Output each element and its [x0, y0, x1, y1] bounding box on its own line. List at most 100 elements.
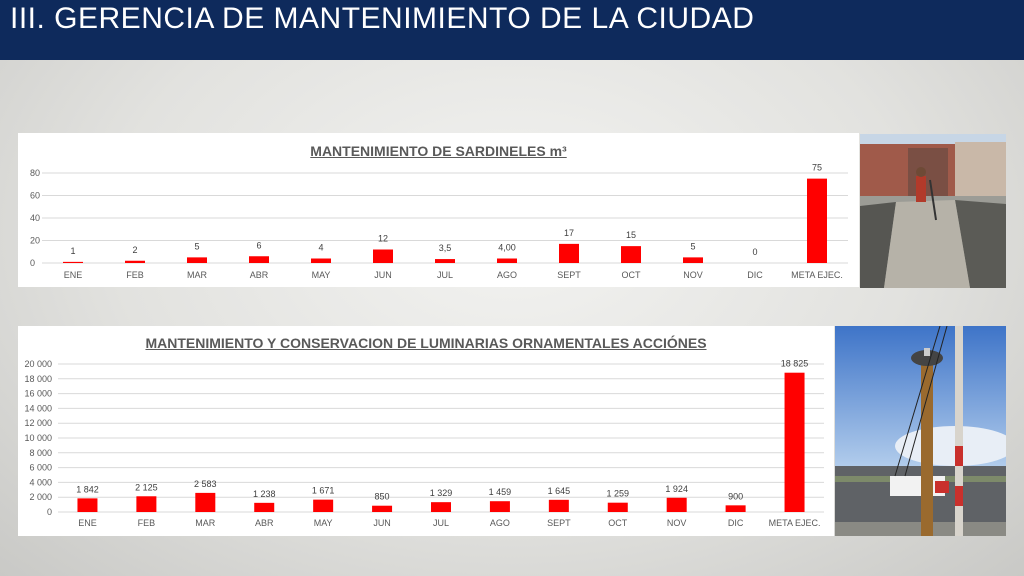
data-label: 1 924: [665, 484, 688, 494]
chart-title-sardineles: MANTENIMIENTO DE SARDINELES m³: [310, 143, 567, 159]
x-tick-label: DIC: [747, 270, 763, 280]
bar: [372, 505, 393, 512]
data-label: 1 645: [548, 486, 571, 496]
y-tick-label: 2 000: [29, 492, 52, 502]
chart-panel-sardineles: 0 20 40 60 80 1 ENE 2 FEB 5 MAR 6 ABR 4 MAY 12 JUN 3,5 JUL…: [18, 133, 859, 287]
x-tick-label: NOV: [667, 518, 687, 528]
bar: [435, 259, 455, 263]
x-tick-label: AGO: [490, 518, 510, 528]
x-tick-label: DIC: [728, 518, 744, 528]
x-tick-label: MAR: [187, 270, 208, 280]
data-label: 2 583: [194, 479, 217, 489]
x-tick-label: SEPT: [547, 518, 571, 528]
bar: [725, 505, 746, 512]
data-label: 2: [132, 245, 137, 255]
bar: [548, 499, 569, 512]
bar: [195, 492, 216, 512]
bar: [187, 257, 207, 263]
data-label: 1 259: [607, 489, 630, 499]
bar: [559, 243, 579, 263]
data-label: 2 125: [135, 482, 158, 492]
data-label: 18 825: [781, 359, 809, 369]
x-tick-label: META EJEC.: [791, 270, 843, 280]
bar: [683, 257, 703, 263]
x-tick-label: JUN: [374, 270, 392, 280]
x-tick-label: ENE: [78, 518, 97, 528]
data-label: 3,5: [439, 243, 452, 253]
bar: [77, 498, 98, 512]
y-tick-label: 12 000: [24, 418, 52, 428]
y-tick-label: 10 000: [24, 433, 52, 443]
bar: [254, 502, 275, 512]
y-tick-label: 8 000: [29, 448, 52, 458]
data-label: 1 238: [253, 489, 276, 499]
chart-panel-luminarias: 0 2 000 4 000 6 000 8 000 10 000 12 000 14 000 1…: [18, 326, 834, 536]
data-label: 4,00: [498, 243, 516, 253]
bar: [125, 260, 145, 263]
x-tick-label: ABR: [255, 518, 274, 528]
y-tick-label: 6 000: [29, 463, 52, 473]
x-tick-label: META EJEC.: [769, 518, 821, 528]
y-tick-label: 0: [30, 258, 35, 268]
x-tick-label: JUN: [373, 518, 391, 528]
y-tick-label: 16 000: [24, 389, 52, 399]
data-label: 17: [564, 228, 574, 238]
bar: [666, 497, 687, 512]
x-tick-label: MAY: [314, 518, 333, 528]
data-label: 1 671: [312, 486, 335, 496]
chart-title-luminarias: MANTENIMIENTO Y CONSERVACION DE LUMINARI…: [145, 335, 707, 351]
x-tick-label: OCT: [608, 518, 628, 528]
data-label: 850: [375, 492, 390, 502]
data-label: 1 459: [489, 487, 512, 497]
y-tick-label: 20: [30, 236, 40, 246]
bar: [313, 499, 334, 512]
y-tick-label: 18 000: [24, 374, 52, 384]
bar: [431, 502, 451, 512]
bar: [311, 258, 331, 263]
bar: [621, 246, 641, 263]
photo-sardineles: [860, 134, 1006, 288]
x-tick-label: ABR: [250, 270, 269, 280]
page-title: III. GERENCIA DE MANTENIMIENTO DE LA CIU…: [10, 2, 755, 35]
bar: [63, 261, 83, 263]
data-label: 0: [752, 247, 757, 257]
data-label: 1: [70, 246, 75, 256]
chart-luminarias: 0 2 000 4 000 6 000 8 000 10 000 12 000 14 000 1…: [24, 359, 824, 528]
bar: [784, 372, 805, 512]
y-tick-label: 4 000: [29, 477, 52, 487]
bar: [807, 178, 827, 263]
y-tick-label: 20 000: [24, 359, 52, 369]
y-tick-label: 80: [30, 168, 40, 178]
data-label: 15: [626, 230, 636, 240]
x-tick-label: OCT: [622, 270, 642, 280]
x-tick-label: NOV: [683, 270, 703, 280]
data-label: 4: [318, 243, 323, 253]
x-tick-label: JUL: [437, 270, 453, 280]
data-label: 12: [378, 234, 388, 244]
x-tick-label: JUL: [433, 518, 449, 528]
bar: [249, 256, 269, 263]
bar: [373, 249, 393, 263]
bar: [489, 501, 510, 512]
x-tick-label: MAY: [312, 270, 331, 280]
y-tick-label: 14 000: [24, 403, 52, 413]
data-label: 75: [812, 163, 822, 173]
x-tick-label: SEPT: [557, 270, 581, 280]
photo-luminarias: [835, 326, 1006, 536]
x-tick-label: MAR: [195, 518, 216, 528]
x-tick-label: AGO: [497, 270, 517, 280]
bar: [607, 502, 628, 512]
bar: [136, 496, 157, 512]
bar: [497, 258, 517, 263]
data-label: 6: [256, 240, 261, 250]
x-tick-label: FEB: [126, 270, 144, 280]
data-label: 5: [194, 241, 199, 251]
x-tick-label: ENE: [64, 270, 83, 280]
y-tick-label: 60: [30, 191, 40, 201]
header-bar: III. GERENCIA DE MANTENIMIENTO DE LA CIU…: [0, 0, 1024, 60]
data-label: 1 842: [76, 484, 99, 494]
y-tick-label: 40: [30, 213, 40, 223]
y-tick-label: 0: [47, 507, 52, 517]
data-label: 1 329: [430, 488, 453, 498]
chart-sardineles: 0 20 40 60 80 1 ENE 2 FEB 5 MAR 6 ABR 4 MAY 12 JUN 3,5 JUL…: [30, 163, 848, 280]
